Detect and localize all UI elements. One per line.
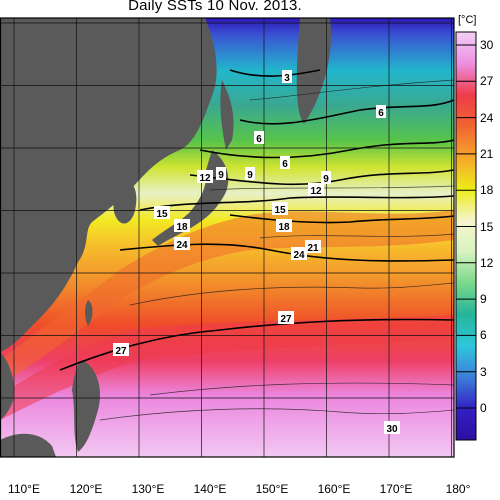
contour-label: 21 <box>307 243 319 254</box>
contour-label-box <box>174 237 190 250</box>
contour-label-box <box>254 131 264 144</box>
contour-label: 6 <box>378 108 384 119</box>
contour-label: 27 <box>115 346 127 357</box>
longitude-label: 150°E <box>255 482 289 496</box>
contour-label-box <box>282 70 292 83</box>
contour-label: 9 <box>247 170 253 181</box>
contour-label: 3 <box>284 73 290 84</box>
contour-label-box <box>216 167 226 180</box>
contour-label: 12 <box>199 173 211 184</box>
colorbar-label: 0 <box>480 401 487 415</box>
contour-label-box <box>278 311 294 324</box>
contour-label: 18 <box>176 222 188 233</box>
contour-label-box <box>174 219 190 232</box>
contour-label: 24 <box>293 250 305 261</box>
contour-label-box <box>154 206 170 219</box>
contour-label: 15 <box>274 205 286 216</box>
contour-label: 27 <box>280 314 292 325</box>
contour-label-box <box>376 105 386 118</box>
longitude-label: 120°E <box>69 482 103 496</box>
contour-label: 6 <box>256 134 262 145</box>
longitude-label: 180° <box>445 482 471 496</box>
philippines <box>72 360 101 452</box>
colorbar-label: 12 <box>480 255 494 270</box>
isotherm-9 <box>199 139 454 159</box>
asia-mainland <box>0 18 217 352</box>
map-title: Daily SSTs 10 Nov. 2013. <box>128 0 302 14</box>
sakhalin <box>220 80 234 150</box>
colorbar-label: 9 <box>480 292 487 307</box>
contour-label: 9 <box>218 170 224 181</box>
warm-band-27 <box>0 315 454 420</box>
colorbar-label: 18 <box>480 183 494 198</box>
contour-label: 18 <box>278 222 290 233</box>
longitude-label: 170°E <box>379 482 413 496</box>
longitude-label: 140°E <box>193 482 227 496</box>
isotherm-15 <box>139 195 454 211</box>
contour-label-box <box>276 219 292 232</box>
longitude-label: 110°E <box>8 482 40 496</box>
vietnam <box>0 352 15 420</box>
contour-label-box <box>280 156 290 169</box>
colorbar-label: 24 <box>480 110 494 125</box>
contour-label: 15 <box>156 209 168 220</box>
contour-label: 24 <box>176 240 188 251</box>
contour-label: 9 <box>323 174 329 185</box>
contour-label: 6 <box>282 159 288 170</box>
contour-label-box <box>291 247 307 260</box>
contour-label-box <box>308 183 324 196</box>
longitude-label: 160°E <box>317 482 351 496</box>
colorbar-label: 15 <box>480 219 494 234</box>
colorbar-label: 30 <box>480 38 494 52</box>
contour-label: 30 <box>386 424 398 435</box>
contour-label: 12 <box>310 186 322 197</box>
korea <box>113 179 137 224</box>
isotherm-24 <box>119 243 454 262</box>
contour-label-box <box>321 171 331 184</box>
isotherm-27 <box>59 318 454 371</box>
longitude-label: 130°E <box>131 482 165 496</box>
isotherm-6 <box>239 99 454 125</box>
contour-label-box <box>245 167 255 180</box>
contour-label-box <box>272 202 288 215</box>
taiwan <box>85 300 93 326</box>
isotherm-3 <box>229 69 321 77</box>
isotherm-12 <box>189 169 454 186</box>
contour-label-box <box>305 240 321 253</box>
colorbar-unit: [°C] <box>458 14 477 26</box>
colorbar <box>455 31 477 441</box>
colorbar-label: 21 <box>480 146 494 161</box>
contour-label-box <box>384 421 400 434</box>
colorbar-label: 27 <box>480 74 494 89</box>
colorbar-label: 3 <box>480 364 487 379</box>
isotherm-21 <box>229 214 454 224</box>
contour-label-box <box>197 170 213 183</box>
contour-label-box <box>113 343 129 356</box>
colorbar-label: 6 <box>480 328 487 343</box>
map-frame <box>0 17 455 458</box>
